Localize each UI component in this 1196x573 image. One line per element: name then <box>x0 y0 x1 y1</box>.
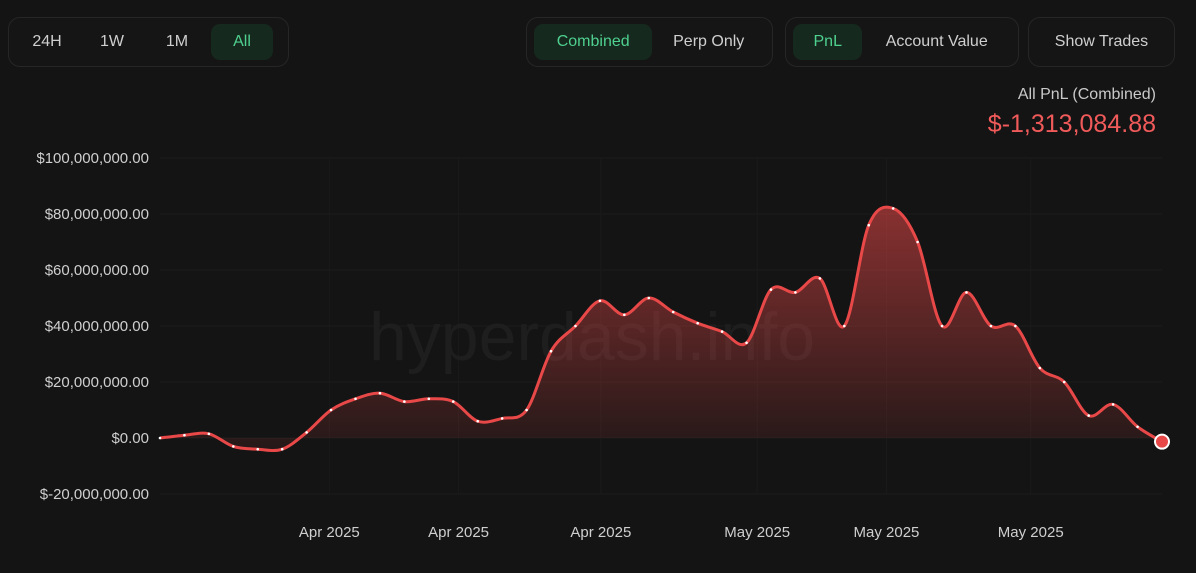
x-tick-label: May 2025 <box>854 524 920 541</box>
data-point <box>891 207 895 210</box>
data-point <box>598 299 602 303</box>
perp-only-button[interactable]: Perp Only <box>673 33 745 50</box>
data-point <box>329 408 333 412</box>
data-point <box>794 291 797 294</box>
y-tick-label: $80,000,000.00 <box>45 206 149 223</box>
data-point <box>183 433 186 437</box>
data-point <box>842 324 846 328</box>
pnl-mode-selector: Combined Perp Only <box>526 17 773 67</box>
account-value-button[interactable]: Account Value <box>885 33 988 50</box>
data-point <box>623 313 626 317</box>
x-tick-label: Apr 2025 <box>428 524 489 541</box>
data-point <box>720 330 724 333</box>
x-axis: Apr 2025 Apr 2025 Apr 2025 May 2025 May 2025… <box>299 524 1064 541</box>
range-all-button[interactable]: All <box>211 24 273 60</box>
data-point <box>574 324 577 328</box>
data-point <box>525 408 528 412</box>
data-point <box>427 397 431 401</box>
y-tick-label: $0.00 <box>111 430 149 447</box>
x-tick-label: May 2025 <box>998 524 1064 541</box>
data-point <box>818 277 822 280</box>
data-point <box>451 400 455 403</box>
last-data-point[interactable] <box>1154 433 1170 450</box>
time-range-selector: 24H 1W 1M All <box>8 17 289 67</box>
data-point <box>965 291 968 294</box>
data-point <box>867 223 871 227</box>
data-point <box>1038 366 1042 370</box>
data-point <box>403 400 406 403</box>
x-tick-label: Apr 2025 <box>570 524 631 541</box>
data-point <box>745 341 748 345</box>
data-point <box>671 310 675 314</box>
y-tick-label: $20,000,000.00 <box>45 374 149 391</box>
y-tick-label: $100,000,000.00 <box>36 150 149 167</box>
data-point <box>549 349 553 353</box>
show-trades-button[interactable]: Show Trades <box>1054 33 1149 50</box>
range-1m-button[interactable]: 1M <box>165 33 189 50</box>
data-point <box>1062 380 1066 384</box>
data-point <box>1136 425 1139 429</box>
data-point <box>305 431 308 434</box>
data-point <box>207 432 211 436</box>
pnl-area <box>160 207 1162 451</box>
summary-value: $-1,313,084.88 <box>987 110 1156 138</box>
combined-button[interactable]: Combined <box>534 24 653 60</box>
data-point <box>500 417 504 420</box>
data-point <box>989 324 993 328</box>
y-tick-label: $-20,000,000.00 <box>40 486 149 503</box>
y-tick-label: $60,000,000.00 <box>45 262 149 279</box>
data-point <box>158 436 162 440</box>
data-point <box>647 296 651 300</box>
data-point <box>916 240 919 244</box>
data-point <box>940 324 944 328</box>
data-point <box>378 391 382 395</box>
metric-selector: PnL Account Value <box>785 17 1019 67</box>
data-point <box>769 288 773 291</box>
range-24h-button[interactable]: 24H <box>32 33 62 50</box>
data-point <box>1087 414 1090 417</box>
data-point <box>232 445 235 448</box>
data-point <box>696 321 699 325</box>
data-point <box>1014 324 1017 328</box>
summary-label: All PnL (Combined) <box>1017 86 1156 103</box>
x-tick-label: Apr 2025 <box>299 524 360 541</box>
y-axis: $100,000,000.00 $80,000,000.00 $60,000,000… <box>36 150 149 503</box>
x-tick-label: May 2025 <box>724 524 790 541</box>
pnl-button[interactable]: PnL <box>793 24 863 60</box>
data-point <box>256 447 260 451</box>
data-point <box>1111 403 1115 406</box>
data-point <box>476 419 480 423</box>
y-tick-label: $40,000,000.00 <box>45 318 149 335</box>
data-point <box>354 397 357 401</box>
show-trades-container: Show Trades <box>1028 17 1175 67</box>
data-point <box>280 447 284 451</box>
range-1w-button[interactable]: 1W <box>100 33 124 50</box>
data-points <box>158 207 1170 451</box>
